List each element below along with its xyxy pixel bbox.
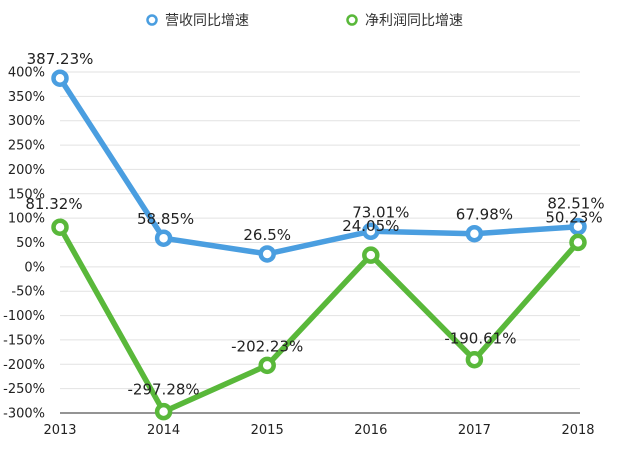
x-tick-label: 2013 (43, 423, 76, 438)
y-tick-label: -150% (3, 333, 45, 348)
legend-item-net-profit[interactable]: 净利润同比增速 (346, 13, 464, 29)
y-tick-label: 150% (8, 187, 45, 202)
data-point-net-profit[interactable] (362, 246, 380, 264)
data-label-revenue: 82.51% (547, 195, 604, 213)
series-lines (57, 75, 581, 415)
y-tick-label: 200% (8, 163, 45, 178)
data-point-revenue[interactable] (51, 69, 69, 87)
data-point-revenue[interactable] (465, 224, 484, 243)
data-label-net-profit: -297.28% (128, 381, 200, 399)
x-tick-label: 2017 (458, 423, 491, 438)
data-label-revenue: 73.01% (352, 203, 409, 221)
legend-label-revenue: 营收同比增速 (165, 13, 249, 29)
y-tick-label: -100% (3, 309, 45, 324)
data-label-revenue: 67.98% (456, 206, 513, 224)
x-tick-label: 2015 (251, 423, 284, 438)
data-point-revenue[interactable] (154, 229, 173, 247)
data-label-net-profit: 50.23% (545, 208, 602, 226)
data-point-net-profit[interactable] (154, 402, 173, 421)
y-tick-label: 400% (8, 66, 45, 81)
y-tick-label: -250% (3, 382, 45, 397)
data-point-revenue[interactable] (258, 245, 276, 263)
data-label-net-profit: 24.05% (342, 217, 399, 235)
y-axis: 400% 350% 300% 250% 200% 150% 100% 50% 0% -50% -10… (3, 66, 45, 422)
data-label-revenue: 387.23% (27, 50, 94, 68)
x-tick-label: 2018 (561, 423, 594, 438)
y-tick-label: -300% (3, 407, 45, 422)
y-tick-label: 300% (8, 114, 45, 129)
legend-marker-net-profit (346, 14, 358, 26)
data-point-revenue[interactable] (569, 217, 587, 236)
series-points (51, 69, 587, 421)
data-label-net-profit: 81.32% (25, 195, 82, 213)
y-tick-label: 50% (16, 236, 45, 251)
legend: 营收同比增速 净利润同比增速 (146, 13, 464, 29)
data-labels: 387.23% 58.85% 26.5% 73.01% 67.98% 82.51% 81.3… (25, 50, 604, 398)
series-line-net-profit (57, 224, 581, 415)
y-tick-label: -200% (3, 358, 45, 373)
data-point-revenue[interactable] (362, 222, 380, 241)
data-label-net-profit: -190.61% (444, 330, 516, 348)
x-axis: 2013 2014 2015 2016 2017 2018 (43, 412, 595, 438)
gridlines (60, 71, 580, 414)
data-label-net-profit: -202.23% (231, 337, 303, 355)
data-label-revenue: 58.85% (137, 210, 194, 228)
y-tick-label: 100% (8, 212, 45, 227)
data-point-net-profit[interactable] (51, 218, 69, 236)
x-tick-label: 2016 (354, 423, 387, 438)
series-line-revenue (57, 75, 581, 257)
legend-marker-revenue (146, 14, 158, 26)
legend-label-net-profit: 净利润同比增速 (365, 13, 463, 29)
data-label-revenue: 26.5% (243, 226, 291, 244)
data-point-net-profit[interactable] (258, 356, 276, 375)
y-tick-label: 0% (24, 260, 45, 275)
data-point-net-profit[interactable] (465, 350, 484, 369)
x-tick-label: 2014 (147, 423, 180, 438)
y-tick-label: -50% (11, 285, 45, 300)
y-tick-label: 350% (8, 90, 45, 105)
y-tick-label: 250% (8, 139, 45, 154)
data-point-net-profit[interactable] (569, 233, 587, 252)
legend-item-revenue[interactable]: 营收同比增速 (146, 13, 250, 29)
